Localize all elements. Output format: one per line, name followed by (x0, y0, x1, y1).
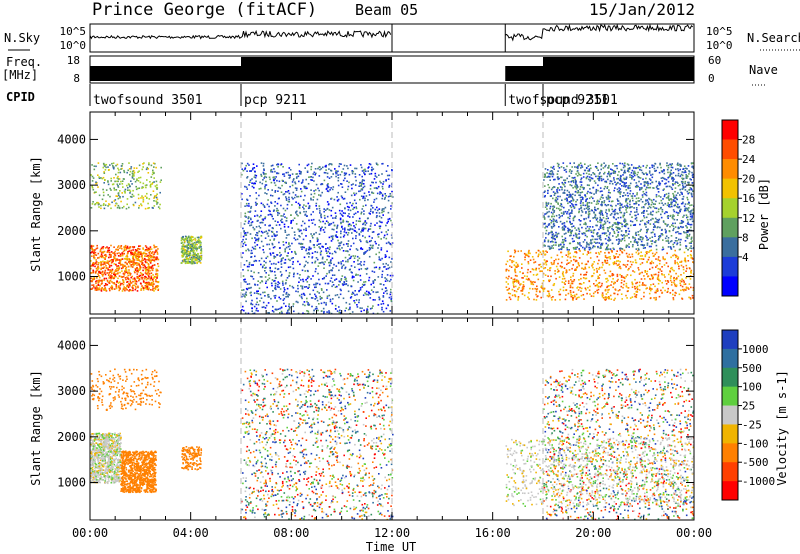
power-colorbar-label-3: 16 (742, 192, 755, 205)
velocity-colorbar-frame (721, 329, 739, 501)
velocity-colorbar-swatch-6 (722, 443, 738, 463)
power-colorbar-label-1: 24 (742, 153, 756, 166)
velocity-ytick-label-3: 4000 (57, 338, 86, 352)
freq-unit-label: [MHz] (2, 68, 38, 82)
noise-scale-top-right: 10^5 (706, 25, 733, 38)
power-colorbar-label-6: 4 (742, 251, 749, 264)
cpid-label-0: twofsound 3501 (93, 93, 203, 108)
power-colorbar-swatch-1 (722, 139, 738, 160)
velocity-colorbar-swatch-5 (722, 424, 738, 444)
velocity-colorbar-label-4: -25 (742, 418, 762, 431)
power-region-4 (505, 249, 694, 301)
velocity-colorbar-label-0: 1000 (742, 343, 769, 356)
freq-scale-bottom: 8 (73, 72, 80, 85)
noise-trace-0 (89, 29, 392, 40)
cpid-label-2: twofsound 3501 (508, 93, 618, 108)
power-colorbar-title: Power [dB] (757, 178, 771, 250)
nave-scale-top: 60 (708, 54, 721, 67)
power-colorbar-swatch-2 (722, 159, 738, 179)
power-colorbar-swatch-7 (722, 256, 738, 277)
date-title: 15/Jan/2012 (589, 0, 695, 19)
power-colorbar-swatch-3 (722, 178, 738, 199)
velocity-region-mid (181, 446, 203, 471)
velocity-ytick-label-1: 2000 (57, 430, 86, 444)
power-panel: 1000 2000 3000 4000 (57, 111, 695, 315)
x-axis-title: Time UT (366, 540, 417, 554)
power-ytick-label-0: 1000 (57, 270, 86, 284)
xtick-label-4: 16:00 (475, 526, 511, 540)
power-colorbar-swatch-8 (722, 276, 738, 297)
velocity-colorbar-swatch-8 (722, 481, 738, 501)
velocity-ytick-label-0: 1000 (57, 476, 86, 490)
velocity-colorbar-title: Velocity [m s-1] (775, 370, 789, 486)
power-region-1 (90, 162, 162, 210)
velocity-colorbar-swatch-0 (722, 330, 738, 350)
velocity-scatter-pcp1 (241, 368, 394, 520)
nsearch-label: N.Search (747, 31, 800, 45)
nave-bar-2 (505, 66, 543, 81)
noise-scale-bottom: 10^0 (60, 39, 87, 52)
noise-scale-bottom-right: 10^0 (706, 39, 733, 52)
velocity-region-0 (90, 432, 122, 485)
power-colorbar-label-0: 28 (742, 134, 755, 147)
nave-scale-bottom: 0 (708, 72, 715, 85)
velocity-scatter (90, 368, 694, 520)
power-ytick-label-2: 3000 (57, 178, 86, 192)
noise-scale-top: 10^5 (60, 25, 87, 38)
velocity-colorbar-label-3: 25 (742, 400, 755, 413)
power-colorbar-label-4: 12 (742, 212, 755, 225)
power-colorbar-frame (721, 119, 739, 297)
velocity-region-upper (90, 368, 162, 411)
cpid-label-3: pcp 9211 (546, 93, 609, 108)
velocity-colorbar-swatch-1 (722, 348, 738, 369)
velocity-ytick-label-2: 3000 (57, 384, 86, 398)
power-region-5 (543, 162, 694, 251)
power-scatter (90, 162, 694, 314)
power-region-2 (180, 235, 203, 265)
velocity-region-1 (120, 450, 157, 494)
xtick-label-3: 12:00 (374, 526, 410, 540)
velocity-colorbar-label-7: -1000 (742, 475, 775, 488)
velocity-colorbar-swatch-7 (722, 462, 738, 482)
nave-label: Nave (749, 63, 778, 77)
power-colorbar-swatch-4 (722, 198, 738, 219)
power-region-0 (90, 244, 160, 292)
freq-label: Freq. (6, 55, 42, 69)
velocity-colorbar-swatch-4 (722, 405, 738, 425)
xtick-label-6: 00:00 (676, 526, 712, 540)
velocity-region-2 (505, 436, 694, 507)
velocity-colorbar-swatch-3 (722, 386, 738, 406)
cpid-label: CPID (6, 90, 35, 104)
velocity-colorbar-label-5: -100 (742, 437, 769, 450)
power-region-3 (241, 162, 394, 314)
noise-trace-1 (505, 23, 694, 42)
power-colorbar-swatch-6 (722, 237, 738, 258)
y-axis-title-velocity: Slant Range [km] (29, 370, 43, 486)
cpid-label-1: pcp 9211 (244, 93, 307, 108)
power-ytick-label-1: 2000 (57, 224, 86, 238)
xtick-label-0: 00:00 (72, 526, 108, 540)
nave-bar-1 (241, 57, 392, 81)
station-title: Prince George (fitACF) (92, 0, 317, 20)
velocity-panel: 1000 2000 3000 4000 (57, 317, 695, 521)
freq-scale-top: 18 (67, 54, 80, 67)
xtick-label-1: 04:00 (173, 526, 209, 540)
power-colorbar-label-5: 8 (742, 231, 749, 244)
beam-title: Beam 05 (355, 1, 418, 19)
nsky-label: N.Sky (4, 31, 40, 45)
y-axis-title-power: Slant Range [km] (29, 156, 43, 272)
velocity-colorbar-swatch-2 (722, 367, 738, 387)
velocity-colorbar-label-1: 500 (742, 362, 762, 375)
nave-bar-3 (543, 57, 694, 81)
power-colorbar-swatch-0 (722, 120, 738, 140)
velocity-colorbar-label-6: -500 (742, 456, 769, 469)
power-colorbar-swatch-5 (722, 217, 738, 238)
xtick-label-5: 20:00 (575, 526, 611, 540)
velocity-colorbar-label-2: 100 (742, 381, 762, 394)
power-ytick-label-3: 4000 (57, 132, 86, 146)
power-colorbar-label-2: 20 (742, 173, 755, 186)
nave-bar-0 (90, 66, 241, 81)
xtick-label-2: 08:00 (273, 526, 309, 540)
